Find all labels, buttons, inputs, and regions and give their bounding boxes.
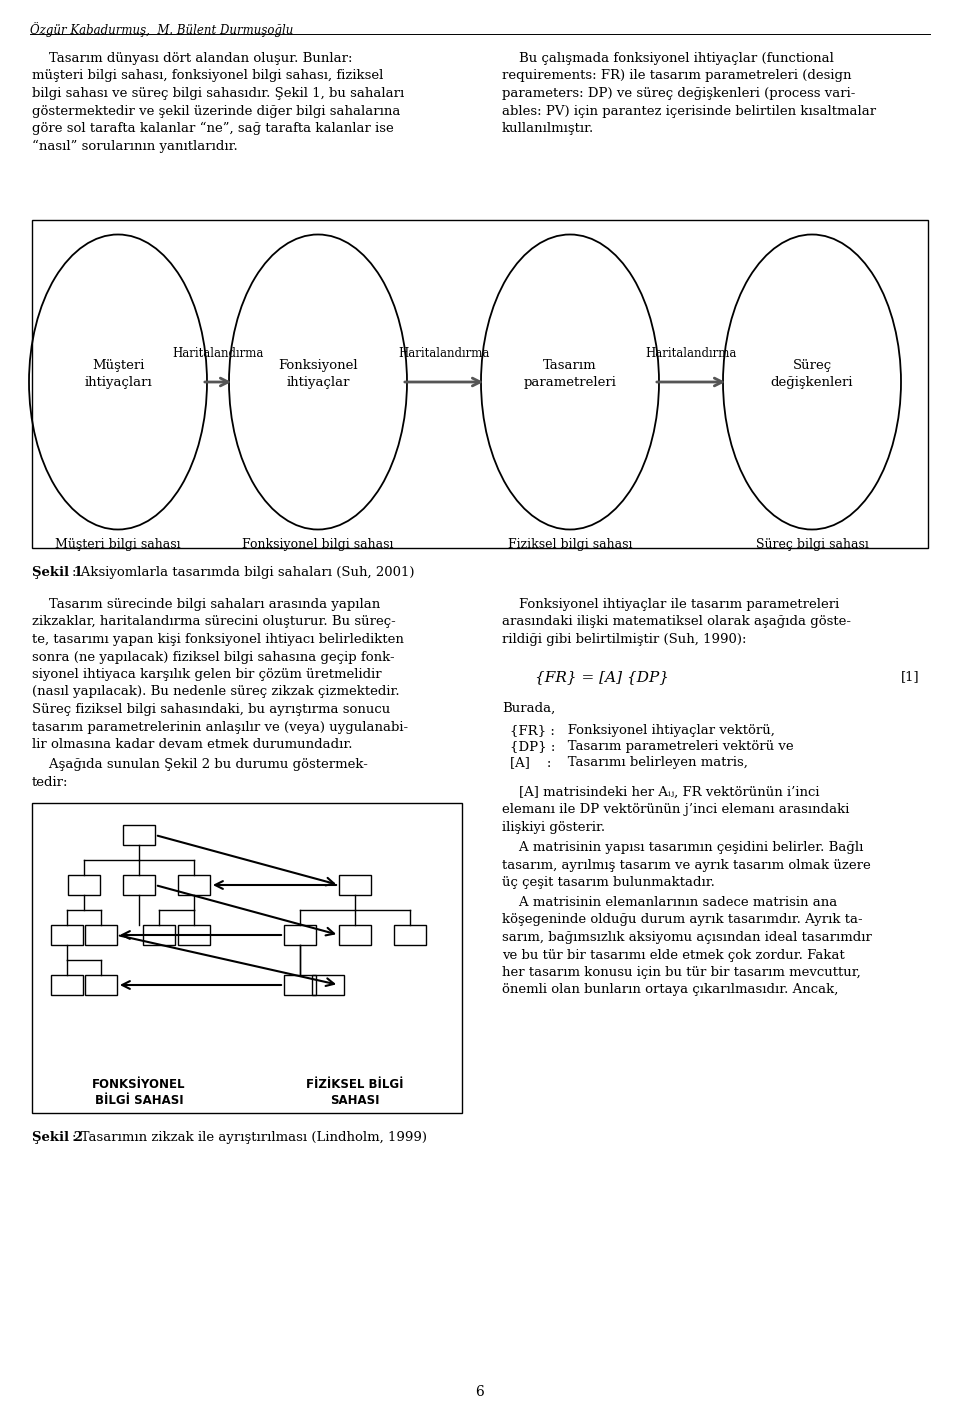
Text: Tasarım parametreleri vektörü ve: Tasarım parametreleri vektörü ve <box>555 740 794 754</box>
Text: Haritalandırma: Haritalandırma <box>172 347 264 360</box>
Bar <box>284 974 316 995</box>
Text: FİZİKSEL BİLGİ
SAHASI: FİZİKSEL BİLGİ SAHASI <box>306 1078 404 1108</box>
Text: Süreç bilgi sahası: Süreç bilgi sahası <box>756 538 869 551</box>
Text: Tasarım
parametreleri: Tasarım parametreleri <box>523 360 616 388</box>
Bar <box>85 974 117 995</box>
Bar <box>68 875 100 896</box>
Text: FONKSİYONEL
BİLGİ SAHASI: FONKSİYONEL BİLGİ SAHASI <box>92 1078 185 1108</box>
Text: Fonksiyonel bilgi sahası: Fonksiyonel bilgi sahası <box>242 538 394 551</box>
Text: Fonksiyonel
ihtiyaçlar: Fonksiyonel ihtiyaçlar <box>278 360 358 388</box>
Bar <box>339 875 371 896</box>
Text: Bu çalışmada fonksiyonel ihtiyaçlar (functional
requirements: FR) ile tasarım pa: Bu çalışmada fonksiyonel ihtiyaçlar (fun… <box>502 52 876 135</box>
Bar <box>339 925 371 945</box>
Text: 6: 6 <box>475 1385 485 1399</box>
Bar <box>51 925 83 945</box>
Text: Haritalandırma: Haritalandırma <box>398 347 490 360</box>
Bar <box>123 875 155 896</box>
Text: Şekil 2: Şekil 2 <box>32 1130 83 1144</box>
Text: : Tasarımın zikzak ile ayrıştırılması (Lindholm, 1999): : Tasarımın zikzak ile ayrıştırılması (L… <box>72 1130 427 1144</box>
Bar <box>312 974 344 995</box>
Bar <box>394 925 426 945</box>
Text: Süreç
değişkenleri: Süreç değişkenleri <box>771 360 853 388</box>
Text: {FR} :: {FR} : <box>510 724 555 737</box>
Text: Müşteri bilgi sahası: Müşteri bilgi sahası <box>55 538 180 551</box>
Bar <box>284 925 316 945</box>
Text: Aşağıda sunulan Şekil 2 bu durumu göstermek-
tedir:: Aşağıda sunulan Şekil 2 bu durumu göster… <box>32 758 368 789</box>
Text: [A]    :: [A] : <box>510 756 551 769</box>
Text: {FR} = [A] {DP}: {FR} = [A] {DP} <box>535 671 669 683</box>
Text: Fiziksel bilgi sahası: Fiziksel bilgi sahası <box>508 538 633 551</box>
Text: Tasarımı belirleyen matris,: Tasarımı belirleyen matris, <box>555 756 748 769</box>
Bar <box>178 925 210 945</box>
Bar <box>143 925 175 945</box>
Bar <box>51 974 83 995</box>
Text: [1]: [1] <box>901 671 920 683</box>
Text: A matrisinin yapısı tasarımın çeşidini belirler. Bağlı
tasarım, ayrılmış tasarım: A matrisinin yapısı tasarımın çeşidini b… <box>502 841 871 889</box>
Text: Müşteri
ihtiyaçları: Müşteri ihtiyaçları <box>84 360 152 388</box>
Bar <box>85 925 117 945</box>
Text: Burada,: Burada, <box>502 702 555 716</box>
Bar <box>123 825 155 845</box>
Text: Tasarım dünyası dört alandan oluşur. Bunlar:
müşteri bilgi sahası, fonksiyonel b: Tasarım dünyası dört alandan oluşur. Bun… <box>32 52 404 153</box>
Text: {DP} :: {DP} : <box>510 740 556 754</box>
Text: Özgür Kabadurmuş,  M. Bülent Durmuşoğlu: Özgür Kabadurmuş, M. Bülent Durmuşoğlu <box>30 22 294 37</box>
Text: A matrisinin elemanlarının sadece matrisin ana
köşegeninde olduğu durum ayrık ta: A matrisinin elemanlarının sadece matris… <box>502 896 872 997</box>
Text: Şekil 1: Şekil 1 <box>32 567 83 579</box>
Text: Haritalandırma: Haritalandırma <box>645 347 736 360</box>
Bar <box>32 803 462 1114</box>
Text: [A] matrisindeki her Aᵢⱼ, FR vektörünün i’inci
elemanı ile DP vektörünün j’inci : [A] matrisindeki her Aᵢⱼ, FR vektörünün … <box>502 786 850 834</box>
Text: Fonksiyonel ihtiyaçlar ile tasarım parametreleri
arasındaki ilişki matematiksel : Fonksiyonel ihtiyaçlar ile tasarım param… <box>502 598 851 645</box>
Text: Fonksiyonel ihtiyaçlar vektörü,: Fonksiyonel ihtiyaçlar vektörü, <box>555 724 775 737</box>
Text: Tasarım sürecinde bilgi sahaları arasında yapılan
zikzaklar, haritalandırma süre: Tasarım sürecinde bilgi sahaları arasınd… <box>32 598 408 751</box>
Bar <box>178 875 210 896</box>
Text: : Aksiyomlarla tasarımda bilgi sahaları (Suh, 2001): : Aksiyomlarla tasarımda bilgi sahaları … <box>72 567 415 579</box>
Bar <box>32 219 928 548</box>
